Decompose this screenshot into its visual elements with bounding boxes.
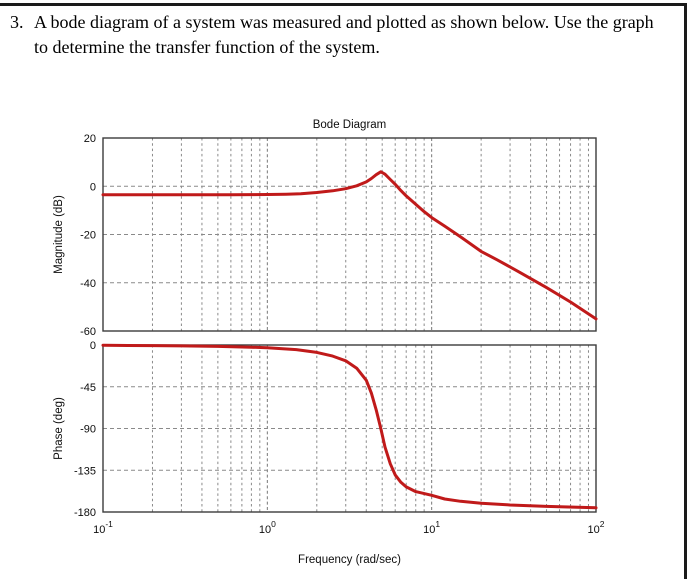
x-tick-label: 10-1 xyxy=(93,519,113,536)
page-right-border xyxy=(684,3,687,579)
chart-title: Bode Diagram xyxy=(313,119,387,131)
magnitude-curve xyxy=(101,170,598,321)
y-tick-label: -90 xyxy=(80,424,96,436)
curve-layer xyxy=(101,170,598,510)
magnitude-axis-label: Magnitude (dB) xyxy=(53,195,65,274)
y-tick-label: -135 xyxy=(74,465,96,477)
y-tick-label: -180 xyxy=(74,507,96,519)
phase-axis-label: Phase (deg) xyxy=(53,397,65,460)
page-top-border xyxy=(0,3,687,6)
y-tick-label: 0 xyxy=(90,340,96,352)
y-tick-label: 0 xyxy=(90,181,96,193)
y-tick-label: -60 xyxy=(80,326,96,338)
x-tick-label: 101 xyxy=(423,519,440,536)
y-tick-label: -20 xyxy=(80,230,96,242)
y-tick-label: -40 xyxy=(80,278,96,290)
x-tick-label: 102 xyxy=(588,519,605,536)
plot-box xyxy=(102,344,597,513)
frequency-axis-label: Frequency (rad/sec) xyxy=(298,554,401,566)
problem-number: 3. xyxy=(10,12,24,32)
x-tick-label: 100 xyxy=(259,519,276,536)
phase-curve xyxy=(101,343,598,510)
plot-box xyxy=(102,137,597,332)
y-tick-label: -45 xyxy=(80,382,96,394)
problem-statement: 3. A bode diagram of a system was measur… xyxy=(10,10,656,60)
problem-text: A bode diagram of a system was measured … xyxy=(34,12,654,57)
y-tick-label: 20 xyxy=(84,133,96,145)
